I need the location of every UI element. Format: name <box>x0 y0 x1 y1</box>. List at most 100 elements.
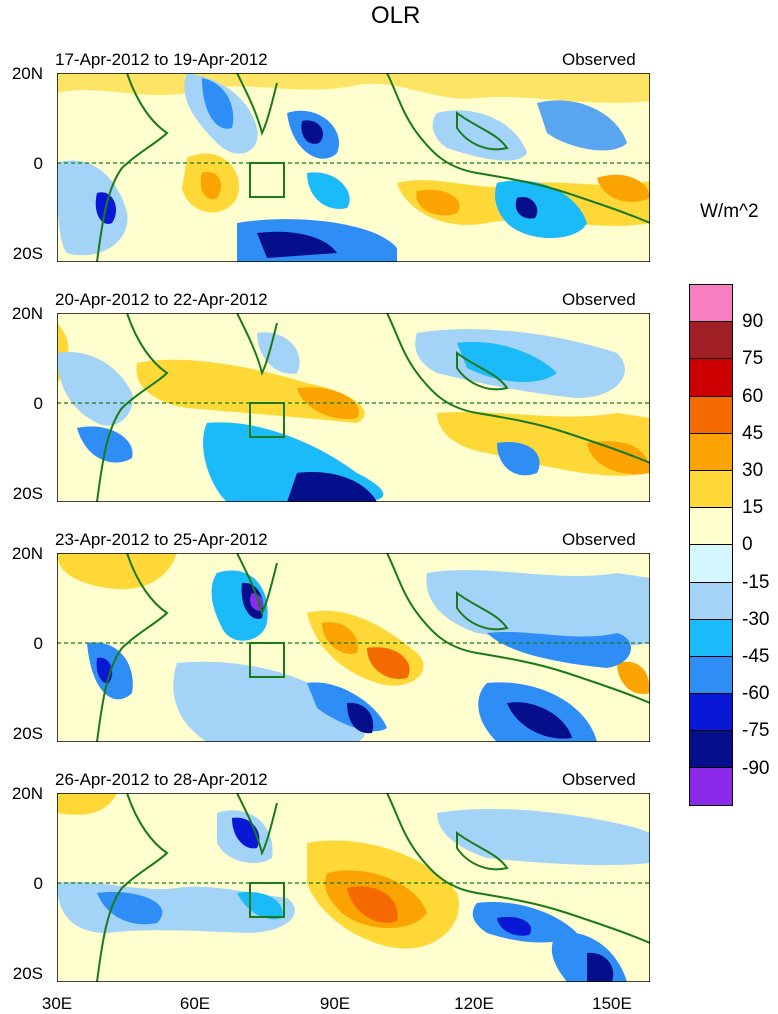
contour-negative-60 <box>537 100 627 151</box>
contour-positive-45 <box>347 886 398 923</box>
map-panel-4: 26-Apr-2012 to 28-Apr-2012 Observed 20N … <box>0 770 778 1013</box>
lat-tick-20s: 20S <box>12 964 43 983</box>
map-panel-1: 17-Apr-2012 to 19-Apr-2012 Observed 20N … <box>0 50 778 293</box>
colorbar-segment <box>689 581 733 620</box>
contour-negative-30 <box>57 352 133 426</box>
contour-positive-30 <box>297 387 359 419</box>
coastline-india <box>236 73 278 136</box>
colorbar-units: W/m^2 <box>700 201 759 222</box>
colorbar-segment <box>689 507 733 546</box>
colorbar <box>689 284 733 806</box>
contour-negative-75 <box>287 472 377 502</box>
colorbar-segment <box>689 321 733 360</box>
coastline-southeast-asia <box>386 313 650 464</box>
contour-positive-30 <box>322 622 358 654</box>
panel-observed-tag: Observed <box>562 50 636 69</box>
contour-positive-30 <box>416 189 460 216</box>
contour-positive-15 <box>57 553 177 590</box>
lat-tick-20n: 20N <box>11 544 43 563</box>
colorbar-tick-label: -30 <box>742 608 770 630</box>
figure-title: OLR <box>371 2 421 29</box>
colorbar-tick-label: 30 <box>742 460 764 481</box>
lon-tick-150e: 150E <box>592 994 632 1013</box>
contour-negative-30 <box>437 808 650 866</box>
contour-negative-75 <box>587 952 614 982</box>
contour-negative-60 <box>497 442 540 476</box>
contour-positive-30 <box>200 172 222 200</box>
contour-positive-15 <box>57 793 117 815</box>
contour-negative-75 <box>497 916 532 936</box>
contour-negative-60 <box>487 631 631 668</box>
colorbar-tick-label: -60 <box>742 683 770 705</box>
coastline-india <box>236 553 278 616</box>
coastline-africa <box>96 553 169 742</box>
lat-tick-0: 0 <box>33 394 43 413</box>
coastline-islands <box>456 831 509 871</box>
contour-positive-30 <box>597 174 650 202</box>
colorbar-tick-label: -90 <box>742 757 770 779</box>
contour-positive-15 <box>136 359 365 423</box>
contour-negative-30 <box>173 661 366 742</box>
lat-tick-20s: 20S <box>12 244 43 263</box>
contour-negative-30 <box>57 160 128 256</box>
map-panel-3: 23-Apr-2012 to 25-Apr-2012 Observed 20N … <box>0 530 778 773</box>
coastline-islands <box>456 351 509 391</box>
olr-anomaly-map <box>57 73 650 262</box>
colorbar-tick-label: 60 <box>742 385 764 407</box>
olr-anomaly-map <box>57 793 650 982</box>
panel-date-range: 26-Apr-2012 to 28-Apr-2012 <box>55 770 268 789</box>
contour-negative-60 <box>202 78 234 129</box>
panel-date-range: 20-Apr-2012 to 22-Apr-2012 <box>55 290 268 309</box>
olr-anomaly-map <box>57 553 650 742</box>
panel-observed-tag: Observed <box>562 530 636 549</box>
coastline-africa <box>96 313 169 502</box>
lat-tick-20s: 20S <box>12 484 43 503</box>
lat-tick-20n: 20N <box>11 784 43 803</box>
lat-tick-0: 0 <box>33 874 43 893</box>
panel-observed-tag: Observed <box>562 290 636 309</box>
coastline-africa <box>96 73 169 262</box>
coastline-islands <box>456 111 509 151</box>
lon-tick-30e: 30E <box>41 994 73 1013</box>
study-region-box <box>249 882 285 918</box>
lat-tick-20n: 20N <box>11 304 43 323</box>
panel-date-range: 17-Apr-2012 to 19-Apr-2012 <box>55 50 268 69</box>
colorbar-segment <box>689 767 733 806</box>
lat-tick-20s: 20S <box>12 724 43 743</box>
colorbar-segment <box>689 544 733 583</box>
colorbar-segment <box>689 432 733 471</box>
colorbar-tick-label: 90 <box>742 311 764 333</box>
panel-observed-tag: Observed <box>562 770 636 789</box>
colorbar-tick-label: 15 <box>742 497 764 519</box>
coastline-islands <box>456 591 509 631</box>
colorbar-segment <box>689 655 733 695</box>
coastline-india <box>236 313 278 376</box>
colorbar-segment <box>689 730 733 769</box>
lon-tick-60e: 60E <box>179 994 211 1013</box>
colorbar-tick-label: -45 <box>742 646 770 667</box>
contour-negative-60 <box>97 892 163 925</box>
coastline-africa <box>96 793 169 982</box>
colorbar-tick-label: 75 <box>742 348 764 370</box>
panel-date-range: 23-Apr-2012 to 25-Apr-2012 <box>55 530 268 549</box>
contour-negative-45 <box>495 180 587 238</box>
contour-negative-45 <box>457 342 557 383</box>
study-region-box <box>249 642 285 678</box>
coastline-southeast-asia <box>386 793 650 944</box>
lat-tick-0: 0 <box>33 154 43 173</box>
coastline-southeast-asia <box>386 73 650 224</box>
contour-positive-30 <box>587 441 650 475</box>
map-panel-2: 20-Apr-2012 to 22-Apr-2012 Observed 20N … <box>0 290 778 533</box>
contour-negative-75 <box>301 120 323 144</box>
lat-tick-20n: 20N <box>11 64 43 83</box>
colorbar-tick-label: 0 <box>742 534 753 556</box>
contour-positive-30 <box>617 661 650 694</box>
contour-negative-45 <box>307 172 350 209</box>
coastline-india <box>236 793 278 856</box>
colorbar-tick-label: -15 <box>742 571 770 593</box>
colorbar-segment <box>689 693 733 732</box>
colorbar-tick-label: 45 <box>742 422 764 444</box>
lat-tick-0: 0 <box>33 634 43 653</box>
colorbar-tick-label: -75 <box>742 720 770 742</box>
study-region-box <box>249 402 285 438</box>
